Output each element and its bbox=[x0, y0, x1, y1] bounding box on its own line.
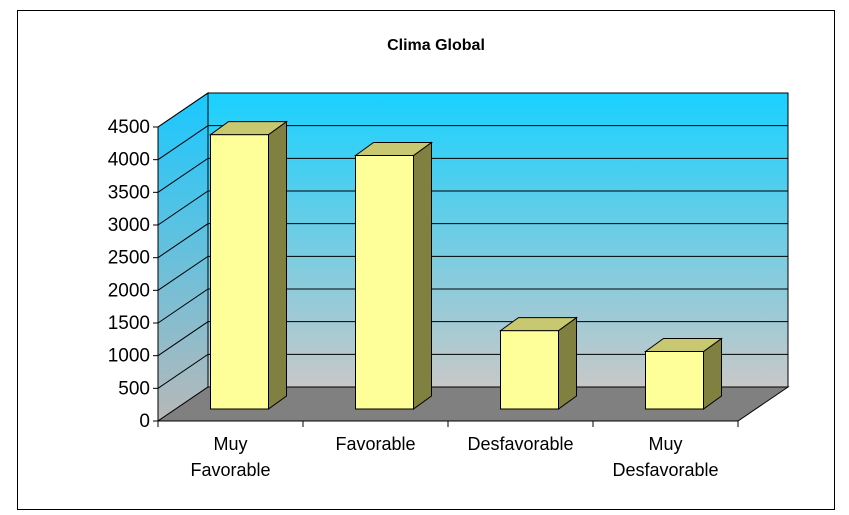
bar-front bbox=[210, 134, 269, 410]
chart-title: Clima Global bbox=[387, 37, 485, 54]
y-tick-label: 4500 bbox=[108, 117, 150, 138]
x-category-label-line: Muy bbox=[648, 434, 682, 454]
x-category-label: Favorable bbox=[335, 434, 415, 454]
gridline bbox=[157, 92, 788, 128]
y-tick-label: 3500 bbox=[108, 182, 150, 203]
y-tick-label: 1500 bbox=[108, 313, 150, 334]
gridline bbox=[157, 288, 788, 324]
bar-side bbox=[413, 141, 432, 410]
bar-top bbox=[498, 317, 579, 332]
y-tick-label: 2500 bbox=[108, 248, 150, 269]
y-tick-label: 4000 bbox=[108, 150, 150, 171]
bar-front bbox=[500, 330, 559, 410]
bar-top bbox=[353, 142, 434, 157]
x-category-label-line: Desfavorable bbox=[612, 460, 718, 480]
bar-top bbox=[643, 338, 724, 353]
x-category-label-line: Muy bbox=[213, 434, 247, 454]
gridline bbox=[157, 190, 788, 226]
gridline bbox=[157, 353, 788, 389]
x-category-label-line: Desfavorable bbox=[467, 434, 573, 454]
y-tick-label: 3000 bbox=[108, 215, 150, 236]
gridline bbox=[157, 223, 788, 259]
bar-front bbox=[645, 351, 704, 410]
x-category-label: Muy Desfavorable bbox=[612, 434, 718, 480]
bar-front bbox=[355, 155, 414, 410]
gridline bbox=[157, 125, 788, 161]
plot-area: 0 500 1000 1500 2000 2500 3000 3500 4000 4500 Muy F… bbox=[108, 92, 790, 480]
bar-side bbox=[268, 120, 287, 410]
gridline bbox=[157, 157, 788, 193]
x-category-label-line: Favorable bbox=[335, 434, 415, 454]
gridline bbox=[157, 321, 788, 357]
y-tick-label: 500 bbox=[118, 378, 150, 399]
gridline bbox=[157, 255, 788, 291]
y-tick-label: 1000 bbox=[108, 346, 150, 367]
y-tick-label: 2000 bbox=[108, 280, 150, 301]
x-category-label: Muy Favorable bbox=[190, 434, 270, 480]
y-tick-label: 0 bbox=[139, 411, 150, 432]
bar-top bbox=[208, 121, 289, 136]
x-category-label: Desfavorable bbox=[467, 434, 573, 454]
x-category-label-line: Favorable bbox=[190, 460, 270, 480]
bar-side bbox=[558, 316, 577, 410]
